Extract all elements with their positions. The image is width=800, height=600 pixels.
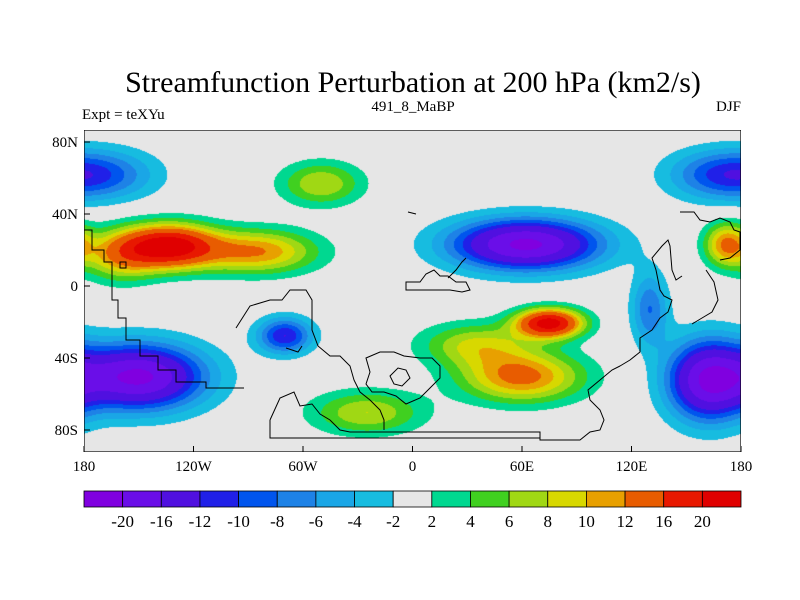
colorbar-swatch [276,490,317,508]
colorbar-swatch [122,490,162,508]
x-tick-label: 120E [616,459,648,475]
colorbar-swatch [83,490,124,508]
colorbar-tick-label: -8 [270,512,284,531]
colorbar-tick-label: -6 [309,512,323,531]
colorbar-swatch [624,490,665,508]
y-tick-label: 0 [71,279,79,295]
y-axis: 80N 40N 0 40S 80S [52,135,90,439]
colorbar-swatch [508,490,549,508]
y-tick-label: 40S [55,351,78,367]
colorbar-tick-label: -2 [386,512,400,531]
x-axis: 180 120W 60W 0 60E 120E 180 [73,446,753,475]
colorbar-tick-label: 2 [428,512,437,531]
colorbar-tick-label: -16 [150,512,173,531]
experiment-label: Expt = teXYu [82,107,165,123]
colorbar: -20 -16 -12 -10 -8 -6 -4 -2 2 4 6 8 10 12 16 20 [83,490,742,531]
colorbar-tick-label: 12 [617,512,634,531]
colorbar-swatch [199,490,239,508]
x-tick-label: 180 [73,459,96,475]
colorbar-tick-label: 6 [505,512,514,531]
map-plot-area [84,130,741,452]
colorbar-tick-label: -20 [111,512,134,531]
x-tick-label: 120W [175,459,213,475]
x-tick-label: 0 [409,459,417,475]
x-tick-label: 60W [288,459,318,475]
colorbar-tick-label: 10 [578,512,595,531]
colorbar-swatch [701,490,742,508]
colorbar-swatch [315,490,355,508]
season-label: DJF [716,99,741,115]
colorbar-tick-label: 20 [694,512,711,531]
streamfunction-field [84,130,741,452]
colorbar-tick-label: -10 [227,512,250,531]
colorbar-tick-label: -12 [189,512,212,531]
colorbar-swatch [431,490,471,508]
colorbar-tick-label: 8 [544,512,553,531]
y-tick-label: 80S [55,423,78,439]
map-title: Streamfunction Perturbation at 200 hPa (… [125,66,701,99]
colorbar-swatch [470,490,510,508]
colorbar-swatch [663,490,703,508]
x-tick-label: 180 [730,459,753,475]
colorbar-swatch [354,490,394,508]
x-tick-label: 60E [510,459,534,475]
y-tick-label: 40N [52,207,78,223]
colorbar-swatch [547,490,587,508]
y-tick-label: 80N [52,135,78,151]
colorbar-swatch [160,490,201,508]
coastline-outline [84,211,741,441]
colorbar-swatch [392,490,433,508]
colorbar-swatch [586,490,626,508]
colorbar-tick-label: 4 [466,512,475,531]
colorbar-swatch [238,490,278,508]
colorbar-tick-label: -4 [347,512,362,531]
colorbar-tick-label: 16 [655,512,672,531]
run-id-label: 491_8_MaBP [371,99,454,115]
